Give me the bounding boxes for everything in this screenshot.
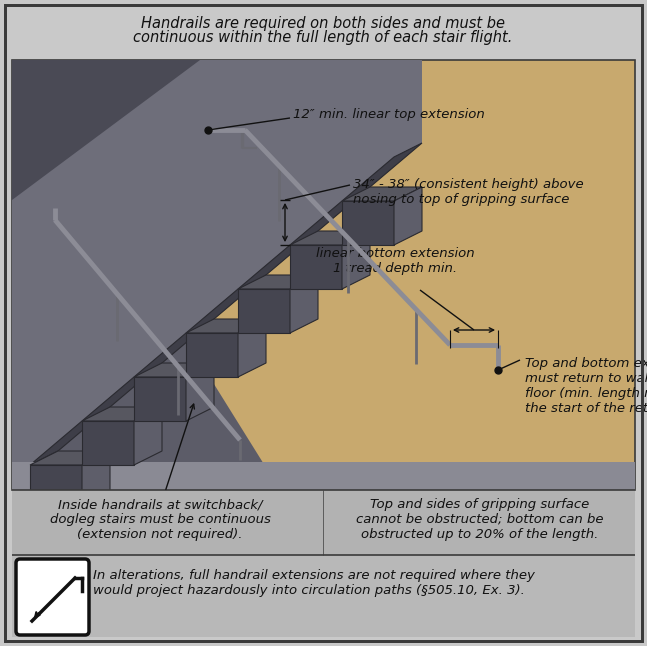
Polygon shape <box>30 451 110 465</box>
Polygon shape <box>394 187 422 245</box>
Text: linear bottom extension
1 tread depth min.: linear bottom extension 1 tread depth mi… <box>316 247 474 275</box>
Polygon shape <box>82 451 110 509</box>
Text: Top and sides of gripping surface
cannot be obstructed; bottom can be
obstructed: Top and sides of gripping surface cannot… <box>356 498 604 541</box>
Text: continuous within the full length of each stair flight.: continuous within the full length of eac… <box>133 30 512 45</box>
Polygon shape <box>12 60 280 490</box>
Polygon shape <box>134 407 162 465</box>
Polygon shape <box>30 143 422 465</box>
Polygon shape <box>342 187 422 201</box>
Bar <box>12 462 635 490</box>
Text: Inside handrails at switchback/
dogleg stairs must be continuous
(extension not : Inside handrails at switchback/ dogleg s… <box>50 498 270 541</box>
Polygon shape <box>186 333 238 377</box>
Polygon shape <box>12 60 200 200</box>
Polygon shape <box>12 60 422 490</box>
Bar <box>12 60 635 490</box>
Polygon shape <box>290 231 370 245</box>
Polygon shape <box>186 363 214 421</box>
Bar <box>12 555 635 637</box>
Text: In alterations, full handrail extensions are not required where they
would proje: In alterations, full handrail extensions… <box>93 569 535 597</box>
Polygon shape <box>342 231 370 289</box>
Polygon shape <box>342 201 394 245</box>
Text: Top and bottom extensions
must return to wall, guard, or
floor (min. length meas: Top and bottom extensions must return to… <box>525 357 647 415</box>
Polygon shape <box>134 377 186 421</box>
Polygon shape <box>238 319 266 377</box>
Bar <box>12 490 635 555</box>
Polygon shape <box>290 245 342 289</box>
Polygon shape <box>82 421 134 465</box>
Polygon shape <box>238 275 318 289</box>
Polygon shape <box>82 407 162 421</box>
Text: Handrails are required on both sides and must be: Handrails are required on both sides and… <box>141 16 505 31</box>
Polygon shape <box>186 319 266 333</box>
FancyBboxPatch shape <box>16 559 89 635</box>
Text: 12″ min. linear top extension: 12″ min. linear top extension <box>293 108 485 121</box>
Polygon shape <box>134 363 214 377</box>
Text: 34″ - 38″ (consistent height) above
nosing to top of gripping surface: 34″ - 38″ (consistent height) above nosi… <box>353 178 584 206</box>
Polygon shape <box>238 289 290 333</box>
Polygon shape <box>30 465 82 509</box>
Polygon shape <box>290 275 318 333</box>
